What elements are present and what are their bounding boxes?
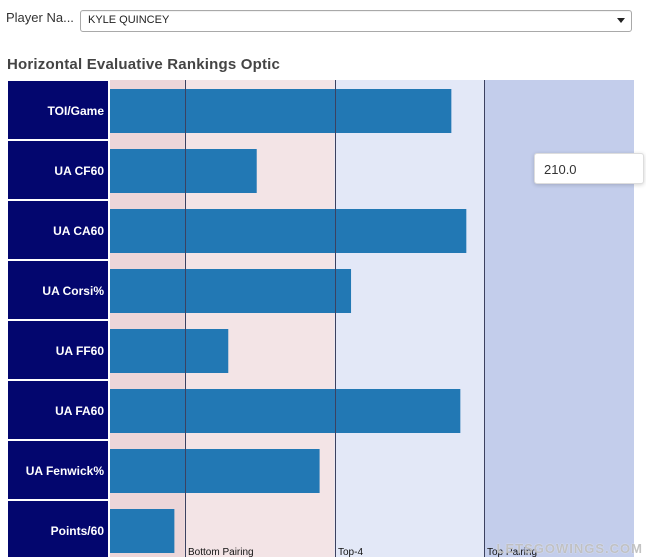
category-label-box (8, 441, 108, 499)
player-name-select[interactable]: KYLE QUINCEY (80, 10, 632, 32)
band-2 (334, 80, 485, 557)
bar-ua-fenwick-[interactable] (110, 449, 320, 493)
chart-title: Horizontal Evaluative Rankings Optic (7, 56, 281, 73)
category-label-box (8, 141, 108, 199)
bar-ua-ff60[interactable] (110, 329, 229, 373)
chevron-down-icon (617, 18, 625, 23)
category-label-box (8, 261, 108, 319)
category-label: UA Fenwick% (26, 464, 105, 478)
bar-ua-corsi-[interactable] (110, 269, 352, 313)
bar-ua-cf60[interactable] (110, 149, 257, 193)
player-name-label: Player Na... (6, 10, 74, 25)
category-label: Points/60 (51, 524, 105, 538)
category-label: UA Corsi% (42, 284, 104, 298)
category-label-box (8, 321, 108, 379)
player-name-filter: Player Na... KYLE QUINCEY (6, 8, 632, 32)
category-label-box (8, 501, 108, 557)
bar-toi-game[interactable] (110, 89, 452, 133)
rankings-chart: TOI/Game UA CF60 UA CA60 UA Corsi% UA FF60 UA… (8, 80, 634, 557)
category-label-box (8, 381, 108, 439)
threshold-label: Top-4 (338, 547, 363, 557)
category-label: UA FA60 (55, 404, 104, 418)
category-label-box (8, 201, 108, 259)
watermark: LETSGOWINGS.COM (496, 541, 643, 556)
category-label: TOI/Game (48, 104, 105, 118)
bar-points-60[interactable] (110, 509, 175, 553)
tooltip-value: 210.0 (544, 162, 577, 177)
bar-ua-ca60[interactable] (110, 209, 467, 253)
category-label: UA CF60 (54, 164, 104, 178)
category-label: UA CA60 (53, 224, 104, 238)
bar-ua-fa60[interactable] (110, 389, 461, 433)
threshold-label: Bottom Pairing (188, 547, 254, 557)
player-name-value: KYLE QUINCEY (88, 14, 170, 26)
value-tooltip: 210.0 (534, 153, 644, 184)
category-label: UA FF60 (56, 344, 105, 358)
category-label-box (8, 81, 108, 139)
threshold-label: Top Pairing (487, 547, 537, 557)
band-3 (484, 80, 634, 557)
